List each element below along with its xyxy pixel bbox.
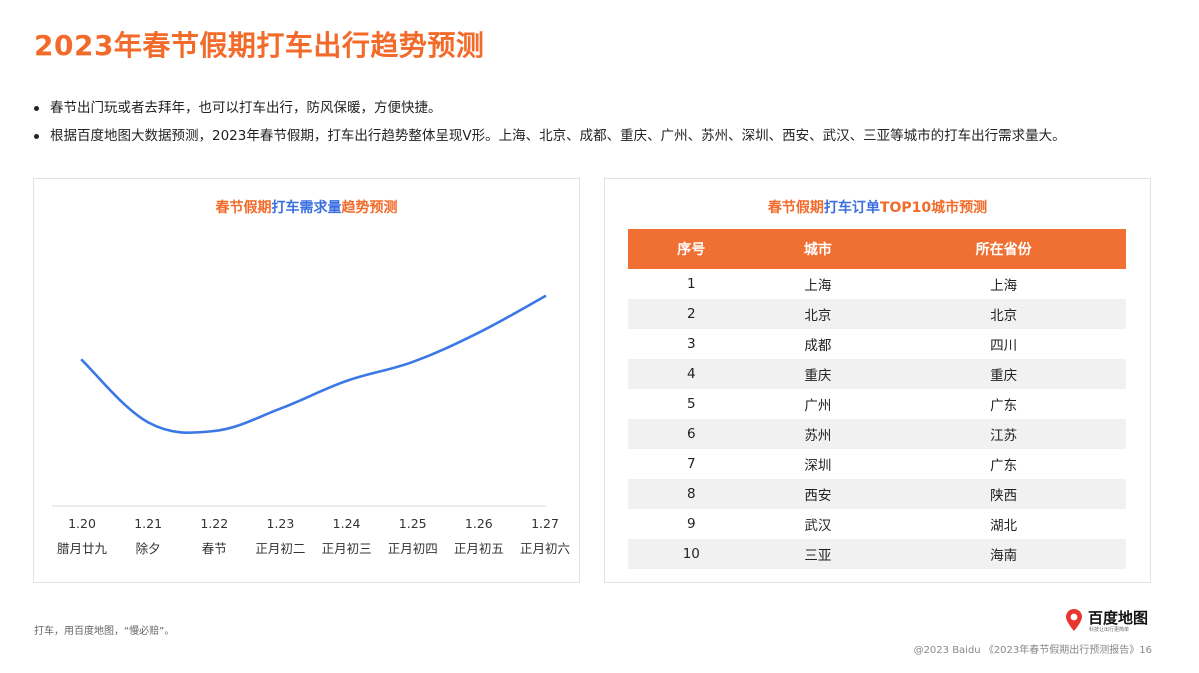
cell-province: 广东 [990,458,1018,474]
table-row: 2 北京 北京 [628,299,1126,329]
cell-city: 西安 [754,479,882,509]
cell-city: 广州 [804,398,832,414]
header-rank: 序号 [628,229,755,269]
cell-city: 上海 [804,278,832,294]
bullet-dot [34,106,39,111]
data-point [279,407,282,410]
footnote: 打车，用百度地图，“慢必赔”。 [34,626,175,637]
cell-rank: 8 [628,479,755,509]
cell-province: 江苏 [881,419,1126,449]
header-city: 城市 [754,229,882,269]
x-tick-sublabel: 正月初六 [520,541,570,556]
cell-province: 海南 [881,539,1126,569]
logo-tagline: 科技让出行更简单 [1089,627,1130,633]
bullet-list: 春节出门玩或者去拜年，也可以打车出行，防风保暖，方便快捷。 根据百度地图大数据预… [34,94,1066,150]
cell-province: 广东 [990,398,1018,414]
cell-province: 陕西 [881,479,1126,509]
bullet-item: 春节出门玩或者去拜年，也可以打车出行，防风保暖，方便快捷。 [34,94,1066,122]
bullet-dot [34,134,39,139]
x-tick-label: 1.26 [465,516,493,531]
title-part: TOP10城市预测 [879,200,988,216]
baidu-map-logo: 百度地图 科技让出行更简单 [1066,607,1156,637]
cell-rank: 3 [687,336,696,352]
bullet-item: 根据百度地图大数据预测，2023年春节假期，打车出行趋势整体呈现V形。上海、北京… [34,122,1066,150]
cell-rank: 1 [687,276,696,292]
x-tick-sublabel: 春节 [202,541,227,556]
data-point [80,358,84,362]
cell-rank: 4 [628,359,755,389]
table-row: 6 苏州 江苏 [628,419,1126,449]
title-part: 打车需求量 [271,200,342,216]
cell-province: 北京 [881,299,1126,329]
top10-table-title: 春节假期打车订单TOP10城市预测 [605,197,1150,217]
table-row: 4 重庆 重庆 [628,359,1126,389]
table-row: 7 深圳 广东 [628,449,1126,479]
data-point [543,295,547,298]
table-row: 1 上海 上海 [628,269,1126,299]
cell-city: 武汉 [804,518,832,534]
copyright: @2023 Baidu 《2023年春节假期出行预测报告》16 [913,645,1152,656]
table-row: 8 西安 陕西 [628,479,1126,509]
page-title: 2023年春节假期打车出行趋势预测 [34,29,485,62]
x-tick-label: 1.21 [134,516,162,531]
data-point [146,421,150,424]
trend-line-chart: 1.20 腊月廿九 1.21 除夕 1.22 春节 1.23 正月初二 1.24 正月初三 1.25… [52,294,570,556]
data-point [213,429,216,433]
x-tick-label: 1.24 [333,516,361,531]
table-row: 5 广州 广东 [628,389,1126,419]
table-row: 10 三亚 海南 [628,539,1126,569]
x-tick-sublabel: 正月初五 [454,541,504,556]
title-part: 春节假期 [215,200,272,216]
x-tick-sublabel: 腊月廿九 [57,541,108,556]
data-point [345,379,348,383]
header-province: 所在省份 [881,229,1126,269]
cell-rank: 6 [628,419,755,449]
bullet-text: 根据百度地图大数据预测，2023年春节假期，打车出行趋势整体呈现V形。上海、北京… [50,128,1066,144]
x-tick-sublabel: 正月初四 [388,541,438,556]
x-tick-label: 1.23 [267,516,295,531]
title-part: 趋势预测 [341,200,398,216]
data-point [477,331,481,334]
series-line [80,294,547,434]
cell-province: 四川 [990,338,1018,354]
logo-name: 百度地图 [1088,609,1149,627]
cell-city: 成都 [804,338,832,354]
table-row: 3 成都 四川 [628,329,1126,359]
cell-rank: 2 [628,299,755,329]
cell-rank: 9 [687,516,696,532]
cell-city: 重庆 [754,359,882,389]
title-part: 春节假期 [767,200,824,216]
cell-rank: 10 [628,539,755,569]
cell-city: 苏州 [754,419,882,449]
trend-chart-panel: 春节假期打车需求量趋势预测 1.20 腊月廿九 1.21 除夕 1.22 春节 1.23 正月… [33,178,580,583]
cell-province: 湖北 [990,518,1018,534]
x-tick-sublabel: 正月初三 [322,541,372,556]
cell-province: 上海 [990,278,1018,294]
cell-city: 深圳 [804,458,832,474]
title-part: 打车订单 [823,200,880,216]
cell-city: 三亚 [754,539,882,569]
x-tick-label: 1.27 [531,516,559,531]
top10-table-panel: 春节假期打车订单TOP10城市预测 序号 城市 所在省份 1 上海 上海 2 北京 北京 3… [604,178,1151,583]
cell-city: 北京 [754,299,882,329]
x-tick-label: 1.22 [200,516,228,531]
x-tick-sublabel: 除夕 [136,541,161,556]
cell-province: 重庆 [881,359,1126,389]
x-tick-label: 1.20 [68,516,96,531]
x-tick-label: 1.25 [399,516,427,531]
x-tick-sublabel: 正月初二 [255,541,305,556]
table-row: 9 武汉 湖北 [628,509,1126,539]
top10-table: 序号 城市 所在省份 1 上海 上海 2 北京 北京 3 成都 四川 4 重庆 重庆 5 广州 广东 6 苏州江… [628,229,1126,569]
trend-chart-title: 春节假期打车需求量趋势预测 [34,197,579,217]
cell-rank: 7 [687,456,696,472]
bullet-text: 春节出门玩或者去拜年，也可以打车出行，防风保暖，方便快捷。 [50,100,442,116]
map-pin-icon [1066,609,1082,631]
table-header-row: 序号 城市 所在省份 [628,229,1126,269]
data-point [411,360,414,364]
cell-rank: 5 [687,396,696,412]
table-body: 1 上海 上海 2 北京 北京 3 成都 四川 4 重庆 重庆 5 广州 广东 6 苏州 江苏 7 深圳 广东 8 西安 陕西… [628,269,1126,569]
